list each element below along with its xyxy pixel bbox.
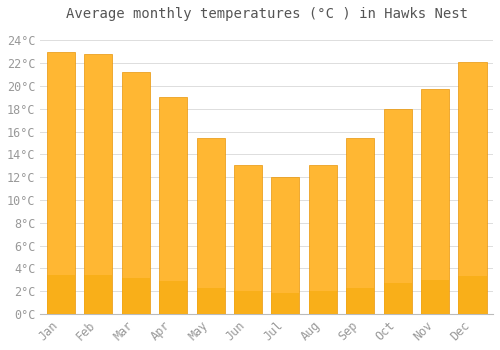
Bar <box>272 177 299 314</box>
Bar <box>122 278 150 314</box>
Bar <box>309 292 337 314</box>
Bar <box>159 97 187 314</box>
Bar <box>47 52 75 314</box>
Bar <box>384 109 411 314</box>
Bar <box>421 90 449 314</box>
Bar <box>196 288 224 314</box>
Bar <box>234 164 262 314</box>
Bar <box>309 164 337 314</box>
Bar <box>196 139 224 314</box>
Bar <box>458 276 486 314</box>
Bar <box>346 139 374 314</box>
Bar <box>159 281 187 314</box>
Bar <box>421 280 449 314</box>
Bar <box>458 62 486 314</box>
Bar <box>122 72 150 314</box>
Bar <box>234 292 262 314</box>
Bar <box>272 293 299 314</box>
Title: Average monthly temperatures (°C ) in Hawks Nest: Average monthly temperatures (°C ) in Ha… <box>66 7 468 21</box>
Bar <box>84 275 112 314</box>
Bar <box>346 288 374 314</box>
Bar <box>47 275 75 314</box>
Bar <box>384 283 411 314</box>
Bar <box>84 54 112 314</box>
